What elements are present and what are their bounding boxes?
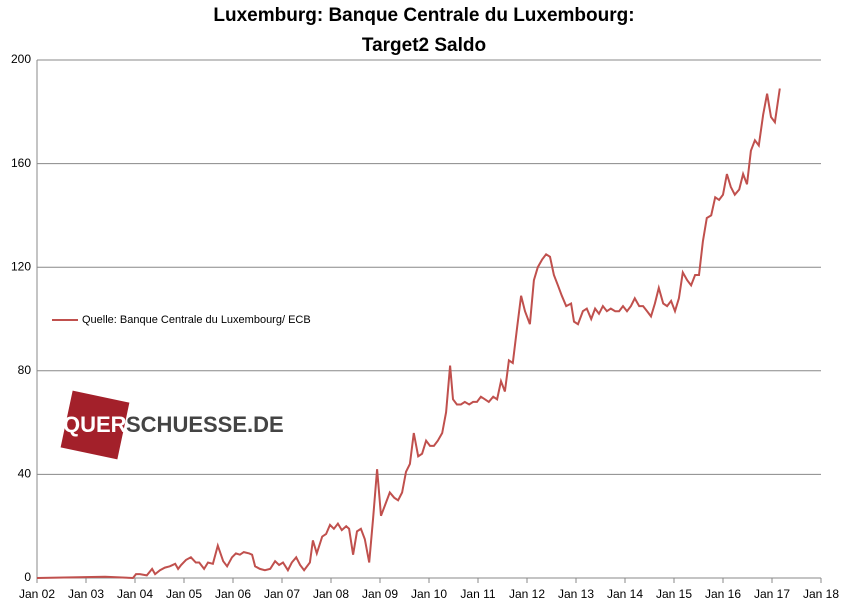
x-tick-label: Jan 10 (411, 587, 447, 601)
x-tick-label: Jan 07 (264, 587, 300, 601)
watermark: QUER (63, 412, 127, 437)
x-tick-label: Jan 03 (68, 587, 104, 601)
y-tick-label: 40 (18, 467, 32, 481)
x-tick-label: Jan 11 (460, 587, 495, 601)
watermark-logo (60, 390, 130, 460)
y-tick-label: 200 (11, 52, 31, 66)
x-tick-label: Jan 13 (558, 587, 594, 601)
x-tick-label: Jan 17 (754, 587, 790, 601)
chart-subtitle: Target2 Saldo (362, 35, 486, 56)
series-line (36, 88, 781, 580)
x-tick-label: Jan 08 (313, 587, 349, 601)
y-tick-label: 120 (11, 259, 31, 273)
x-tick-label: Jan 06 (215, 587, 251, 601)
y-tick-label: 0 (24, 570, 31, 584)
x-tick-label: Jan 16 (705, 587, 741, 601)
x-tick-label: Jan 05 (166, 587, 202, 601)
x-tick-label: Jan 09 (362, 587, 398, 601)
x-tick-label: Jan 02 (19, 587, 55, 601)
x-tick-label: Jan 04 (117, 587, 153, 601)
x-tick-label: Jan 18 (803, 587, 839, 601)
x-tick-label: Jan 14 (607, 587, 643, 601)
y-tick-label: 160 (11, 156, 31, 170)
y-tick-label: 80 (18, 363, 32, 377)
x-tick-label: Jan 12 (509, 587, 545, 601)
x-tick-label: Jan 15 (656, 587, 692, 601)
chart-title: Luxemburg: Banque Centrale du Luxembourg… (213, 5, 634, 26)
legend-label: Quelle: Banque Centrale du Luxembourg/ E… (82, 314, 311, 326)
watermark: SCHUESSE.DE (126, 412, 284, 437)
